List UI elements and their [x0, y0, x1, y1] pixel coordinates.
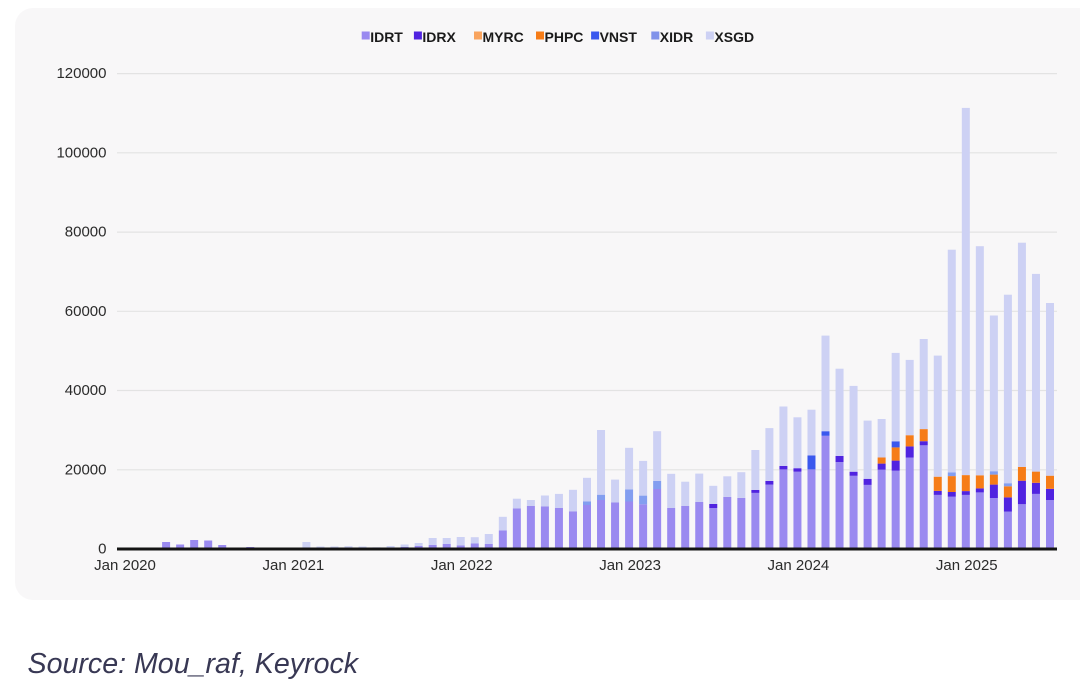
svg-text:40000: 40000	[65, 382, 107, 399]
svg-text:Jan 2020: Jan 2020	[94, 557, 156, 574]
svg-text:IDRT: IDRT	[370, 29, 403, 45]
svg-text:100000: 100000	[56, 144, 106, 161]
svg-text:Jan 2023: Jan 2023	[599, 557, 661, 574]
svg-text:80000: 80000	[65, 224, 107, 241]
svg-text:20000: 20000	[65, 461, 107, 478]
svg-text:Jan 2024: Jan 2024	[768, 557, 830, 574]
svg-text:60000: 60000	[65, 303, 107, 320]
svg-text:XIDR: XIDR	[660, 29, 693, 45]
svg-text:IDRX: IDRX	[422, 29, 456, 45]
svg-text:XSGD: XSGD	[714, 29, 754, 45]
svg-text:MYRC: MYRC	[483, 29, 524, 45]
svg-text:Jan 2025: Jan 2025	[936, 557, 998, 574]
svg-text:0: 0	[98, 541, 106, 558]
svg-text:120000: 120000	[56, 65, 106, 82]
svg-text:PHPC: PHPC	[545, 29, 584, 45]
svg-text:VNST: VNST	[600, 29, 638, 45]
svg-text:Jan 2022: Jan 2022	[431, 557, 493, 574]
svg-text:Jan 2021: Jan 2021	[263, 557, 325, 574]
